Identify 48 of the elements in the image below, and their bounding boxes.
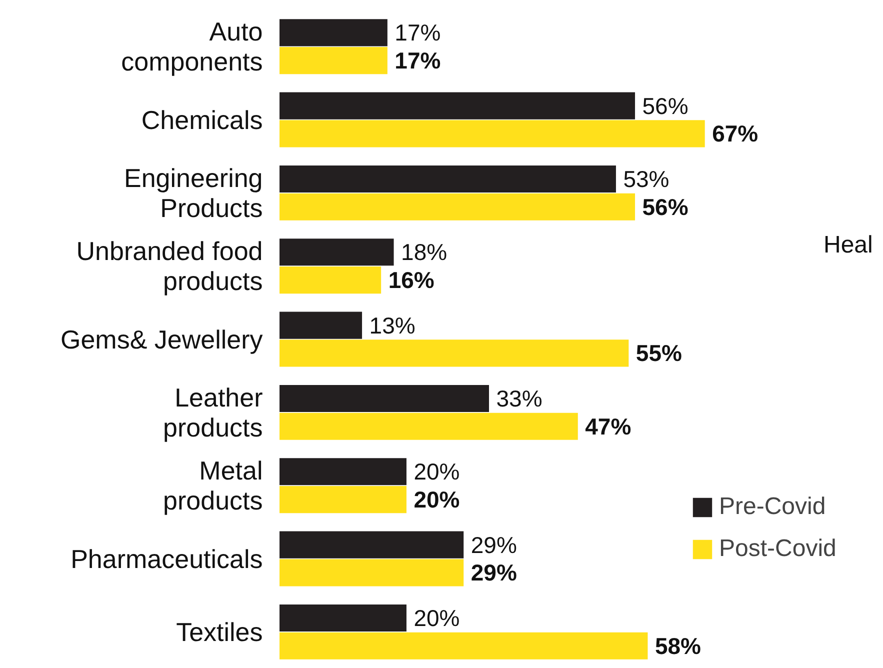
bar: [280, 604, 406, 632]
legend-label: Pre-Covid: [719, 493, 826, 521]
y-tick-label: Textiles: [176, 616, 263, 647]
bar: [280, 632, 648, 660]
data-label: 47%: [585, 413, 632, 440]
y-tick-label: Chemicals: [141, 104, 263, 135]
data-label: 55%: [636, 340, 682, 366]
data-label: 67%: [712, 120, 758, 147]
bar: [280, 238, 394, 266]
legend-label: Post-Covid: [719, 535, 836, 563]
y-tick-label: Auto components: [121, 16, 263, 77]
data-label: 33%: [496, 385, 542, 412]
y-tick-label: Metal products: [163, 456, 263, 516]
data-label: 20%: [414, 486, 460, 513]
bar: [280, 312, 362, 339]
bar: [280, 384, 489, 412]
data-label: 29%: [470, 560, 517, 586]
bar: [280, 412, 578, 440]
bar: [280, 47, 388, 74]
bar: [280, 486, 406, 514]
bar: [280, 165, 616, 193]
y-tick-label: Leather products: [163, 382, 264, 442]
y-tick-label: Gems& Jewellery: [60, 324, 263, 354]
data-label: 58%: [654, 632, 702, 659]
bar: [280, 120, 705, 148]
data-label: 17%: [394, 20, 441, 46]
bar: [280, 458, 406, 486]
text: Heal: [824, 232, 873, 258]
data-label: 56%: [642, 194, 688, 220]
data-label: 18%: [401, 239, 448, 266]
bar: [280, 19, 388, 46]
y-tick-label: Unbranded food products: [76, 236, 263, 296]
bar: [280, 531, 464, 558]
data-label: 56%: [642, 92, 688, 119]
bar: [280, 559, 464, 586]
data-label: 16%: [388, 267, 434, 294]
y-tick-label: Engineering Products: [124, 162, 263, 223]
data-label: 13%: [369, 312, 416, 338]
data-label: 17%: [394, 48, 441, 74]
data-label: 53%: [623, 166, 670, 192]
bar: [280, 266, 382, 294]
y-tick-label: Pharmaceuticals: [70, 544, 263, 574]
data-label: 20%: [414, 458, 460, 485]
data-label: 20%: [414, 604, 460, 631]
bar: [280, 340, 629, 367]
bar: [280, 193, 636, 220]
data-label: 29%: [470, 532, 517, 558]
bar: [280, 92, 636, 120]
